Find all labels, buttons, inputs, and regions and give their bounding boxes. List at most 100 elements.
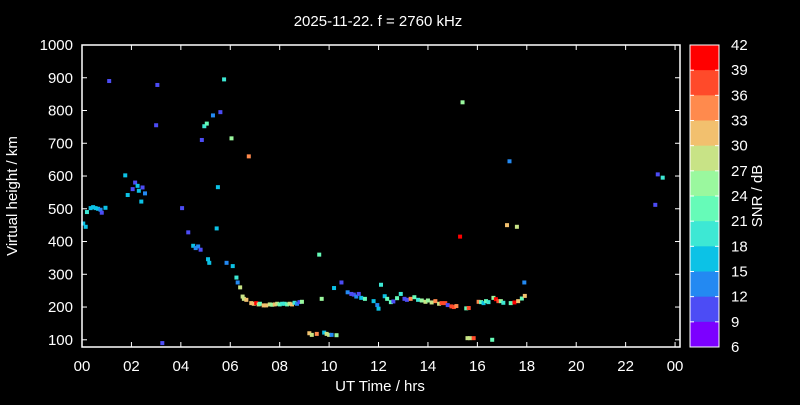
data-point <box>653 202 658 207</box>
data-point <box>425 298 430 303</box>
data-point <box>143 191 148 196</box>
data-point <box>379 282 383 287</box>
x-tick-label: 12 <box>370 358 387 375</box>
y-tick-label: 1000 <box>40 37 73 54</box>
data-point <box>136 188 141 193</box>
x-tick-label: 00 <box>74 358 91 375</box>
colorbar-tick-label: 18 <box>731 238 748 255</box>
data-point <box>235 280 240 285</box>
data-point <box>191 243 196 248</box>
data-point <box>241 296 246 301</box>
data-point <box>655 172 660 177</box>
data-point <box>294 301 299 306</box>
y-tick-label: 100 <box>48 332 73 349</box>
data-point <box>391 299 396 304</box>
data-point <box>282 301 287 306</box>
data-point <box>429 300 434 305</box>
data-point <box>230 264 235 269</box>
data-point <box>251 301 256 306</box>
data-point <box>388 300 393 305</box>
data-point <box>481 301 486 306</box>
data-point <box>199 137 204 142</box>
colorbar-tick-label: 33 <box>731 113 748 130</box>
colorbar-tick-label: 42 <box>731 37 748 54</box>
data-point <box>290 302 295 307</box>
data-point <box>356 291 361 296</box>
data-point <box>443 301 448 306</box>
data-point <box>280 301 285 306</box>
colorbar-band <box>690 321 719 348</box>
colorbar-tick-label: 27 <box>731 163 748 180</box>
data-point <box>493 297 498 302</box>
data-point <box>467 336 472 341</box>
colorbar-band <box>690 296 719 323</box>
x-axis-label: UT Time / hrs <box>335 378 425 395</box>
y-axis-label: Virtual height / km <box>4 136 21 256</box>
data-point <box>319 296 324 301</box>
data-point <box>402 296 407 301</box>
data-point <box>507 159 512 164</box>
data-point <box>270 302 275 307</box>
data-point <box>267 302 272 307</box>
y-tick-label: 300 <box>48 266 73 283</box>
data-point <box>244 297 249 302</box>
colorbar-tick-label: 36 <box>731 87 748 104</box>
data-point <box>522 280 527 285</box>
data-point <box>398 291 403 296</box>
y-tick-label: 200 <box>48 299 73 316</box>
data-point <box>359 295 364 300</box>
data-point <box>471 336 476 341</box>
data-point <box>339 280 344 285</box>
data-point <box>285 302 290 307</box>
data-point <box>81 221 86 226</box>
x-tick-label: 08 <box>271 358 288 375</box>
x-tick-label: 18 <box>518 358 535 375</box>
data-point <box>382 294 387 299</box>
data-point <box>186 230 191 235</box>
data-point <box>264 303 269 308</box>
data-point <box>451 305 456 310</box>
data-point <box>416 297 421 302</box>
data-point <box>484 299 489 304</box>
colorbar-tick-label: 12 <box>731 289 748 306</box>
data-point <box>519 296 524 301</box>
data-point <box>496 299 501 304</box>
data-point <box>202 124 207 129</box>
data-point <box>439 301 444 306</box>
data-point <box>210 113 215 118</box>
x-tick-label: 04 <box>172 358 189 375</box>
data-point <box>154 123 159 128</box>
y-axis: 100 200 300 400 500 600 700 800 900 1000 <box>40 37 680 349</box>
plot-frame <box>81 44 681 348</box>
data-point <box>240 294 245 299</box>
data-point <box>84 210 89 215</box>
data-point <box>408 296 413 301</box>
x-tick-label: 14 <box>420 358 437 375</box>
data-point <box>362 296 367 301</box>
colorbar-band <box>690 246 719 272</box>
data-point <box>327 332 332 337</box>
colorbar-band <box>690 221 719 247</box>
data-point <box>464 306 469 311</box>
data-point <box>371 299 376 304</box>
data-point <box>261 303 266 308</box>
colorbar: 42 39 36 33 30 27 24 21 18 15 12 9 6 <box>689 37 748 356</box>
colorbar-tick-label: 30 <box>731 138 748 155</box>
data-point <box>139 199 144 204</box>
colorbar-band <box>690 70 719 96</box>
data-point <box>91 205 96 210</box>
data-point <box>198 247 203 252</box>
data-point <box>224 260 229 265</box>
data-point <box>160 341 165 346</box>
data-point <box>314 331 319 336</box>
data-point <box>385 296 390 301</box>
data-point <box>193 246 198 251</box>
data-point <box>445 303 450 308</box>
data-point <box>133 180 138 185</box>
data-point <box>246 154 251 159</box>
data-point <box>395 296 400 301</box>
data-point <box>218 110 223 115</box>
data-point <box>140 185 145 190</box>
data-point <box>376 306 381 311</box>
data-point <box>522 293 527 298</box>
